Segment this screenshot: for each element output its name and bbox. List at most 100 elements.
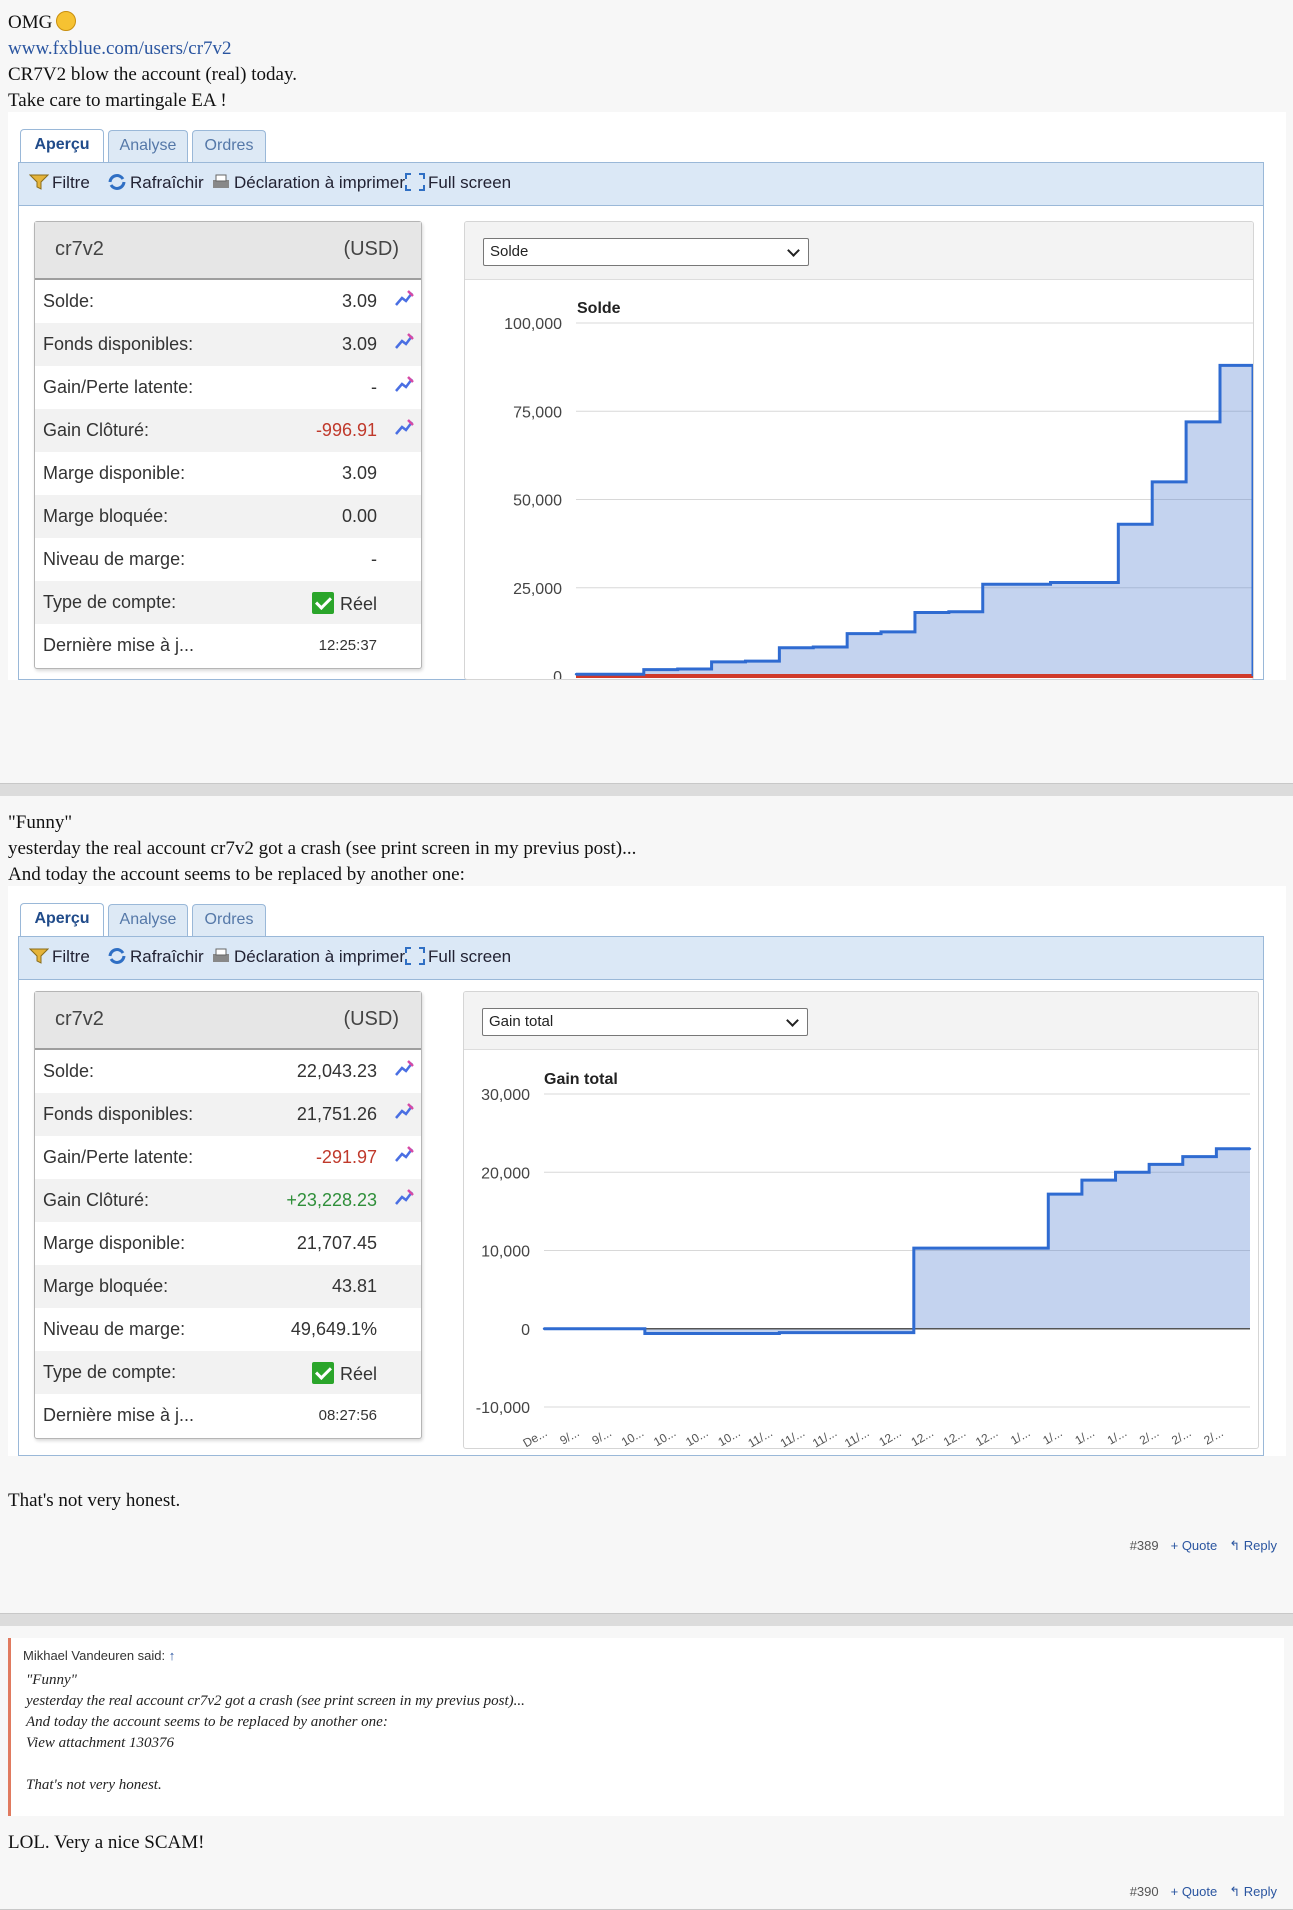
post-meta: #390 + Quote ↰ Reply	[1130, 1884, 1277, 1900]
data-point	[1015, 583, 1018, 586]
row-derniere-maj: Dernière mise à j... 08:27:56	[43, 1405, 377, 1425]
post-line: And today the account seems to be replac…	[8, 864, 465, 885]
data-point	[778, 646, 781, 649]
chart-pen-icon[interactable]	[393, 1059, 415, 1079]
tab-analyse[interactable]: Analyse	[108, 130, 188, 162]
data-point	[1215, 1147, 1218, 1150]
data-point	[1248, 1147, 1252, 1150]
data-point	[643, 1332, 647, 1335]
x-tick-label: 12...	[876, 1425, 903, 1449]
data-point	[677, 1332, 680, 1335]
reply-button[interactable]: ↰ Reply	[1229, 1538, 1277, 1553]
data-point	[1013, 1246, 1016, 1250]
data-point	[608, 673, 612, 676]
refresh-button[interactable]: Rafraîchir	[107, 947, 204, 967]
chart-pen-icon[interactable]	[393, 1102, 415, 1122]
quote-block: Mikhael Vandeuren said: ↑ "Funny" yester…	[8, 1638, 1284, 1816]
data-point	[845, 632, 849, 635]
check-icon	[311, 1362, 334, 1384]
fullscreen-button[interactable]: Full screen	[405, 173, 511, 193]
data-point	[981, 583, 984, 586]
post-number[interactable]: #390	[1129, 1884, 1159, 1899]
x-tick-label: 11/...	[810, 1425, 839, 1449]
quote-line: That's not very honest.	[26, 1777, 162, 1793]
x-tick-label: 10...	[651, 1425, 678, 1449]
tab-ordres[interactable]: Ordres	[192, 904, 266, 936]
forum-post-3: Mikhael Vandeuren said: ↑ "Funny" yester…	[0, 1626, 1293, 1910]
chart-pen-icon[interactable]	[393, 375, 415, 395]
jump-arrow-icon[interactable]: ↑	[168, 1648, 176, 1663]
row-type-compte: Type de compte: Réel	[35, 581, 421, 624]
quote-button[interactable]: + Quote	[1170, 1884, 1218, 1899]
post-number[interactable]: #389	[1129, 1538, 1159, 1553]
x-tick-label: 12...	[909, 1425, 936, 1449]
data-point	[710, 660, 713, 664]
filter-button[interactable]: Filtre	[29, 173, 90, 193]
data-point	[1049, 581, 1052, 584]
forum-post-1: OMG www.fxblue.com/users/cr7v2 CR7V2 blo…	[0, 0, 1293, 784]
data-point	[710, 1332, 714, 1335]
chart-type-select[interactable]: Solde	[483, 238, 809, 266]
quote-author: Mikhael Vandeuren said: ↑	[23, 1648, 176, 1663]
chart-pen-icon[interactable]	[393, 289, 415, 309]
tab-apercu[interactable]: Aperçu	[20, 129, 104, 163]
row-marge-bloquee: Marge bloquée: 0.00	[35, 495, 421, 538]
fullscreen-icon	[405, 947, 425, 965]
y-tick-label: 25,000	[513, 581, 562, 598]
x-tick-label: De...	[521, 1425, 550, 1449]
x-tick-label: 1/...	[1008, 1425, 1032, 1447]
chart-pen-icon[interactable]	[393, 418, 415, 438]
quote-button[interactable]: + Quote	[1170, 1538, 1218, 1553]
data-point	[642, 668, 645, 671]
y-tick-label: 30,000	[481, 1087, 530, 1104]
fxblue-link[interactable]: www.fxblue.com/users/cr7v2	[8, 38, 232, 59]
print-button[interactable]: Déclaration à imprimer	[211, 947, 405, 967]
tab-ordres[interactable]: Ordres	[192, 130, 266, 162]
data-point	[744, 659, 747, 663]
fullscreen-button[interactable]: Full screen	[405, 947, 511, 967]
data-point	[676, 667, 679, 671]
chart-type-select[interactable]: Gain total	[482, 1008, 808, 1036]
post-meta: #389 + Quote ↰ Reply	[1130, 1538, 1277, 1554]
x-tick-label: 1/...	[1040, 1425, 1064, 1447]
reply-button[interactable]: ↰ Reply	[1229, 1884, 1277, 1899]
series-line	[576, 363, 1253, 676]
printer-icon	[213, 948, 229, 962]
tab-analyse[interactable]: Analyse	[108, 904, 188, 936]
row-solde: Solde: 22,043.23	[35, 1050, 421, 1093]
data-point	[913, 611, 917, 614]
tab-apercu[interactable]: Aperçu	[20, 903, 104, 937]
filter-button[interactable]: Filtre	[29, 947, 90, 967]
printer-icon	[213, 174, 229, 188]
x-tick-label: 11/...	[842, 1425, 871, 1449]
data-point	[1080, 1178, 1084, 1182]
post-footer-text: That's not very honest.	[8, 1490, 181, 1511]
account-currency: (USD)	[343, 1008, 399, 1030]
post-line: yesterday the real account cr7v2 got a c…	[8, 838, 637, 859]
data-point	[1114, 1171, 1117, 1174]
data-point	[778, 1331, 781, 1334]
y-tick-label: 0	[553, 669, 562, 680]
row-marge-disponible: Marge disponible: 3.09	[43, 463, 377, 483]
check-icon	[311, 592, 334, 614]
reply-icon: ↰	[1229, 1538, 1244, 1553]
account-name: cr7v2	[55, 1008, 104, 1030]
data-point	[811, 1331, 815, 1334]
refresh-button[interactable]: Rafraîchir	[107, 173, 204, 193]
post-text: LOL. Very a nice SCAM!	[8, 1832, 205, 1853]
row-niveau-marge: Niveau de marge: -	[43, 549, 377, 569]
view-attachment-link[interactable]: View attachment 130376	[26, 1735, 175, 1751]
series-area	[576, 365, 1253, 676]
chart-pen-icon[interactable]	[393, 1145, 415, 1165]
row-gain-latente: Gain/Perte latente: -291.97	[35, 1136, 421, 1179]
chart-pen-icon[interactable]	[393, 332, 415, 352]
print-button[interactable]: Déclaration à imprimer	[211, 173, 405, 193]
chart-box-solde: Solde 100,00075,00050,00025,0000Solde6/1…	[464, 221, 1254, 680]
x-tick-label: 1/...	[1073, 1425, 1097, 1447]
filter-icon	[29, 174, 49, 190]
chart-pen-icon[interactable]	[393, 1188, 415, 1208]
x-tick-label: 12...	[973, 1425, 1000, 1449]
row-type-compte: Type de compte: Réel	[35, 1351, 421, 1394]
data-point	[845, 1331, 848, 1334]
data-point	[946, 1246, 949, 1250]
